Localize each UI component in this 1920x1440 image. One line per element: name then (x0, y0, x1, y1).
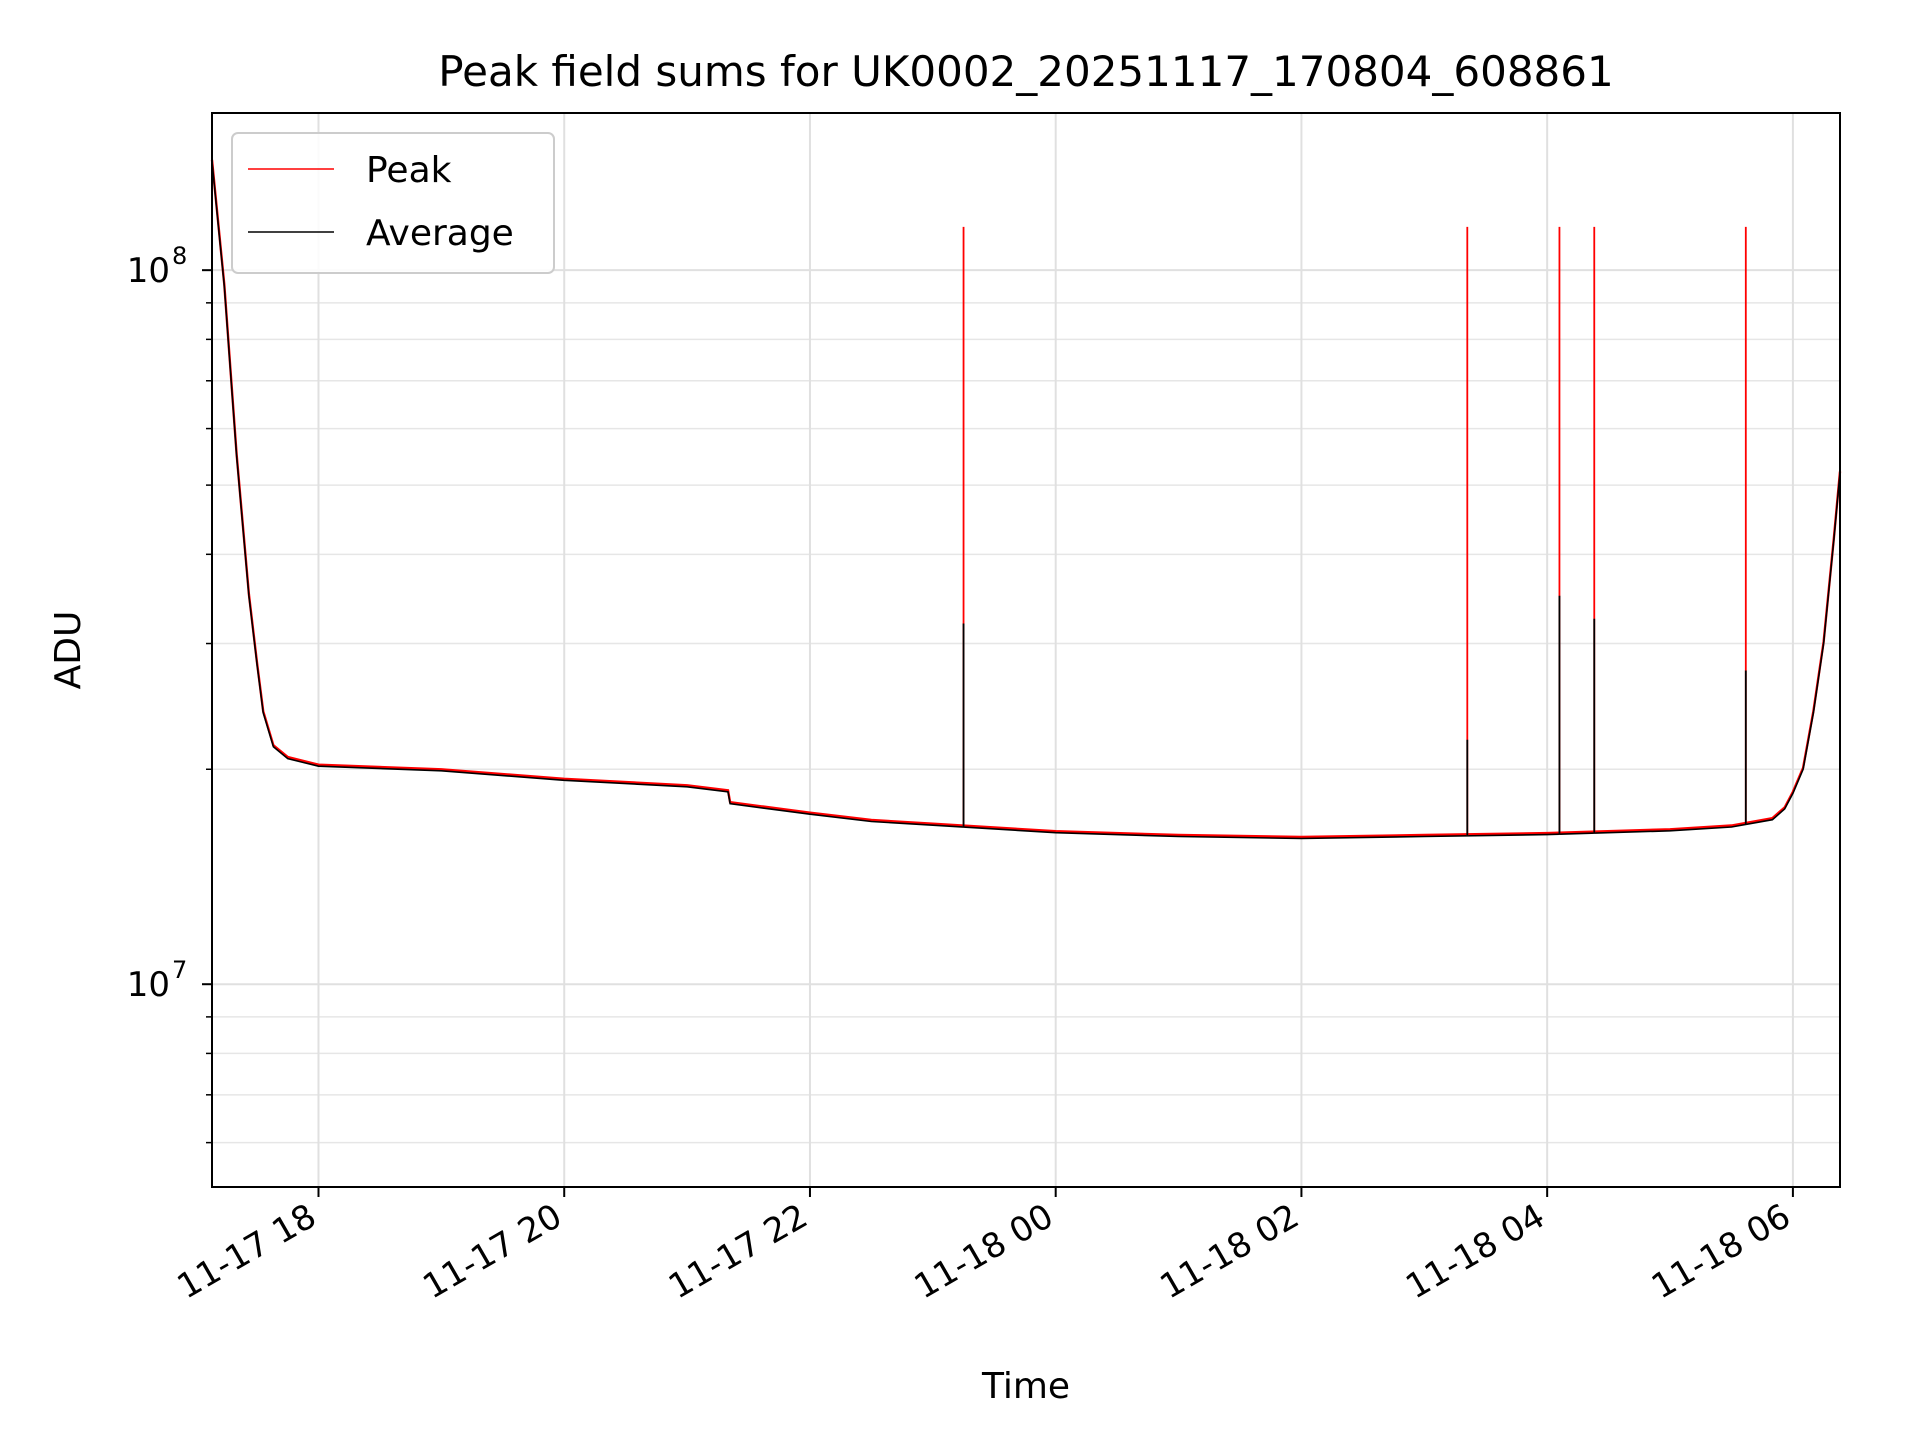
chart-title: Peak field sums for UK0002_20251117_1708… (438, 47, 1613, 96)
y-tick-exponent: 8 (172, 242, 187, 270)
x-axis-label: Time (981, 1366, 1070, 1407)
legend-box (231, 132, 555, 274)
legend: Peak Average (231, 132, 555, 274)
y-tick-label: 10 (127, 251, 170, 291)
legend-peak-label: Peak (366, 150, 452, 191)
y-tick-exponent: 7 (172, 956, 187, 984)
y-axis-label: ADU (48, 611, 89, 690)
series-layer (210, 113, 1842, 840)
grid (212, 113, 1840, 1187)
plot-frame (211, 112, 1841, 1188)
y-tick-label: 10 (127, 965, 170, 1005)
legend-average-label: Average (366, 213, 514, 254)
average-series-line (211, 161, 1841, 840)
